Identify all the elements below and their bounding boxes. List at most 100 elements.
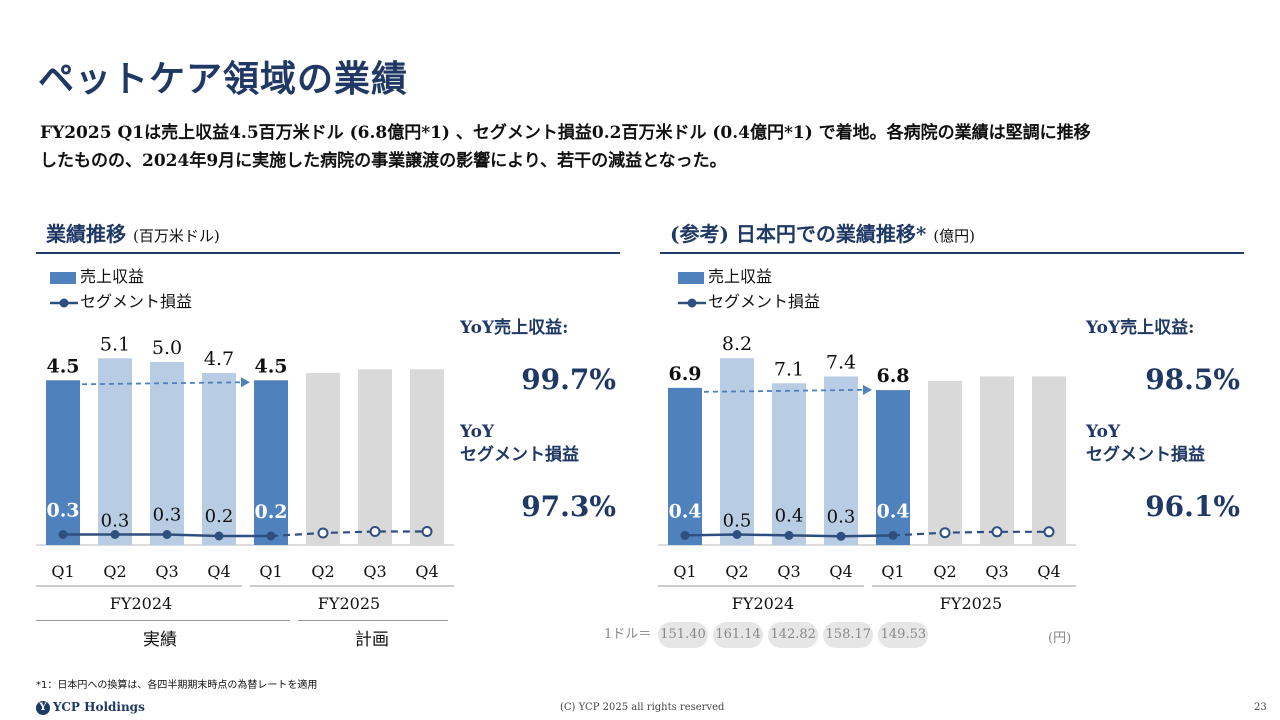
segment-point (991, 526, 1003, 538)
revenue-bar (772, 383, 806, 545)
row-plan-label: 計画 (355, 630, 389, 650)
segment-data-label: 0.4 (668, 500, 701, 522)
segment-data-label: 0.4 (876, 500, 909, 522)
x-tick-label: Q1 (673, 562, 696, 581)
revenue-data-label: 7.4 (826, 351, 856, 373)
x-tick-label: Q4 (1037, 562, 1060, 581)
summary-line-1: FY2025 Q1は売上収益4.5百万米ドル (6.8億円*1) 、セグメント損… (40, 123, 1091, 143)
revenue-bar (720, 358, 754, 545)
left-yoy-revenue-label: YoY売上収益: (460, 318, 569, 338)
row-actual-label: 実績 (143, 630, 177, 650)
segment-line-plan (270, 530, 427, 538)
x-tick-label: Q2 (311, 562, 334, 581)
segment-data-label: 0.2 (254, 501, 287, 523)
segment-point (266, 531, 276, 541)
fx-rate-pill: 158.17 (823, 622, 874, 648)
revenue-bar (306, 372, 340, 545)
left-chart: 4.5 Q1 5.1 Q2 5.0 Q3 4.7 Q4 4.5 Q1 Q2 Q3 Q4 FY2024 FY2… (36, 333, 454, 613)
revenue-data-label: 5.1 (100, 333, 130, 355)
segment-point (317, 527, 329, 539)
revenue-bar (980, 376, 1014, 545)
revenue-swatch-icon (678, 271, 704, 284)
revenue-data-label: 6.9 (668, 363, 701, 385)
revenue-bar (46, 380, 80, 545)
right-yoy-revenue-value: 98.5% (1145, 363, 1240, 396)
right-yoy-segment-label-1: YoY (1086, 422, 1121, 442)
left-yoy-segment-label-2: セグメント損益 (460, 445, 579, 465)
segment-point (836, 531, 846, 541)
x-tick-label: Q1 (51, 562, 74, 581)
left-section-heading: 業績推移 (百万米ドル) (46, 218, 220, 247)
right-yoy-revenue-label: YoY売上収益: (1086, 318, 1195, 338)
copyright: (C) YCP 2025 all rights reserved (560, 702, 725, 713)
left-heading-text: 業績推移 (46, 222, 126, 246)
left-yoy-segment-value: 97.3% (521, 490, 616, 523)
revenue-data-label: 4.7 (204, 348, 234, 370)
right-heading-text: (参考) 日本円での業績推移* (670, 222, 927, 246)
x-group-label: FY2024 (110, 594, 172, 613)
segment-line-icon (50, 298, 78, 307)
ycp-logo-icon: Y (36, 700, 50, 715)
page-number: 23 (1254, 702, 1267, 713)
x-tick-label: Q1 (881, 562, 904, 581)
segment-data-label: 0.3 (827, 506, 856, 527)
comparison-arrowhead (863, 384, 872, 395)
fx-rate-row: 151.40 161.14 142.82 158.17 149.53 (658, 622, 929, 648)
revenue-bar (98, 358, 132, 545)
segment-point (680, 530, 690, 540)
x-group-label: FY2024 (732, 594, 794, 613)
revenue-data-label: 4.5 (46, 355, 79, 377)
x-tick-label: Q2 (933, 562, 956, 581)
revenue-bar (202, 372, 236, 545)
x-tick-label: Q3 (985, 562, 1008, 581)
segment-data-label: 0.3 (153, 505, 182, 526)
segment-data-label: 0.3 (101, 511, 130, 532)
footnote: *1：日本円への換算は、各四半期期末時点の為替レートを適用 (36, 680, 318, 691)
fx-rate-pill: 151.40 (658, 622, 708, 648)
comparison-arrow (81, 381, 245, 386)
segment-data-label: 0.3 (46, 500, 79, 522)
right-legend-revenue-label: 売上収益 (708, 267, 773, 286)
revenue-data-label: 4.5 (254, 355, 287, 377)
left-legend-revenue: 売上収益 (50, 263, 144, 287)
x-tick-label: Q3 (777, 562, 800, 581)
segment-point (421, 526, 433, 537)
x-tick-label: Q2 (103, 562, 126, 581)
revenue-bar (1032, 376, 1066, 545)
revenue-data-label: 7.1 (774, 358, 804, 380)
revenue-bar (876, 390, 910, 545)
right-legend-revenue: 売上収益 (678, 263, 772, 287)
right-yoy-segment-value: 96.1% (1145, 490, 1240, 523)
revenue-bar (254, 380, 288, 545)
left-yoy-revenue-value: 99.7% (521, 363, 616, 396)
x-tick-label: Q4 (415, 562, 438, 581)
right-heading-unit: (億円) (933, 227, 976, 245)
segment-point (784, 530, 794, 540)
segment-point (110, 530, 120, 539)
segment-data-label: 0.5 (723, 511, 752, 532)
left-yoy-segment-label-1: YoY (460, 422, 495, 442)
revenue-bar (410, 369, 444, 545)
segment-point (162, 530, 172, 539)
right-legend-segment: セグメント損益 (678, 288, 820, 312)
revenue-data-label: 8.2 (722, 333, 752, 355)
x-tick-label: Q3 (363, 562, 386, 581)
left-legend-segment-label: セグメント損益 (80, 292, 193, 311)
revenue-bar (824, 376, 858, 545)
fx-rate-pill: 149.53 (878, 622, 929, 648)
revenue-bar (928, 381, 962, 545)
logo-text: YCP Holdings (53, 700, 145, 714)
x-group-label: FY2025 (318, 594, 380, 613)
left-heading-unit: (百万米ドル) (132, 227, 220, 245)
segment-data-label: 0.2 (205, 506, 234, 527)
segment-point (214, 531, 224, 541)
segment-line-icon (678, 298, 706, 307)
fx-label: 1ドル＝ (604, 627, 652, 642)
x-tick-label: Q4 (207, 562, 230, 581)
segment-point (939, 527, 951, 539)
right-chart: 6.9 Q1 8.2 Q2 7.1 Q3 7.4 Q4 6.8 Q1 Q2 Q3 Q4 FY2024 FY2… (658, 333, 1076, 613)
right-section-heading: (参考) 日本円での業績推移* (億円) (670, 218, 975, 247)
page-title: ペットケア領域の業績 (38, 58, 409, 100)
revenue-data-label: 6.8 (876, 365, 909, 387)
actual-bracket-line (36, 620, 290, 621)
